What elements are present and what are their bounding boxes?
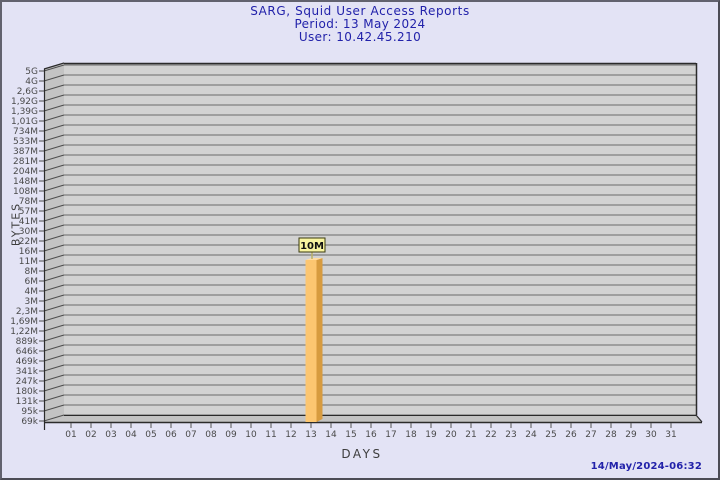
x-tick-label: 21 [465, 430, 476, 440]
x-tick-label: 05 [145, 430, 156, 440]
x-tick-label: 23 [505, 430, 516, 440]
x-tick-label: 11 [265, 430, 276, 440]
x-tick-label: 16 [365, 430, 377, 440]
report-user: User: 10.42.45.210 [298, 30, 422, 44]
report-title: SARG, Squid User Access Reports [250, 4, 470, 18]
x-tick-label: 17 [385, 430, 396, 440]
x-tick-label: 29 [625, 430, 637, 440]
x-tick-label: 04 [125, 430, 137, 440]
y-tick-label: 41M [19, 217, 38, 227]
x-tick-label: 27 [585, 430, 596, 440]
x-tick-label: 22 [485, 430, 496, 440]
y-tick-label: 2,3M [16, 307, 38, 317]
y-tick-label: 148M [13, 177, 38, 187]
x-tick-label: 19 [425, 430, 437, 440]
plot-left-wall [44, 63, 64, 422]
y-tick-label: 204M [13, 167, 38, 177]
y-tick-label: 1,22M [10, 327, 38, 337]
x-tick-label: 09 [225, 430, 237, 440]
y-tick-label: 30M [19, 227, 38, 237]
y-tick-label: 108M [13, 187, 38, 197]
y-tick-label: 4M [25, 287, 39, 297]
bar-top-face [305, 257, 323, 260]
x-tick-label: 12 [285, 430, 296, 440]
y-tick-label: 3M [25, 297, 39, 307]
x-tick-label: 28 [605, 430, 617, 440]
y-tick-label: 889k [16, 337, 39, 347]
generated-timestamp: 14/May/2024-06:32 [590, 461, 702, 472]
x-tick-label: 31 [665, 430, 676, 440]
x-tick-label: 20 [445, 430, 457, 440]
x-tick-label: 10 [245, 430, 257, 440]
y-tick-label: 8M [25, 267, 39, 277]
bar-value-label: 10M [300, 241, 324, 252]
y-tick-label: 469k [16, 357, 39, 367]
y-tick-label: 69k [21, 417, 38, 427]
y-tick-label: 131k [16, 397, 39, 407]
y-tick-label: 95k [21, 407, 38, 417]
x-tick-label: 13 [305, 430, 316, 440]
x-tick-label: 01 [65, 430, 76, 440]
plot-bottomright-diagonal [695, 414, 703, 423]
bar [305, 259, 317, 422]
x-tick-label: 08 [205, 430, 217, 440]
x-tick-label: 25 [545, 430, 556, 440]
y-axis-title: BYTES [9, 201, 23, 247]
y-tick-label: 5G [25, 67, 38, 77]
y-tick-label: 1,01G [11, 117, 38, 127]
y-tick-label: 57M [19, 207, 38, 217]
x-tick-label: 06 [165, 430, 177, 440]
y-tick-label: 734M [13, 127, 38, 137]
x-tick-label: 03 [105, 430, 116, 440]
y-tick-label: 387M [13, 147, 38, 157]
x-tick-label: 18 [405, 430, 417, 440]
x-tick-label: 30 [645, 430, 657, 440]
report-period: Period: 13 May 2024 [294, 17, 426, 31]
y-tick-label: 533M [13, 137, 38, 147]
y-tick-label: 180k [16, 387, 39, 397]
bar-side-face [316, 257, 323, 422]
y-tick-label: 341k [16, 367, 39, 377]
x-tick-label: 07 [185, 430, 196, 440]
y-tick-label: 16M [19, 247, 38, 257]
plot-topleft-diagonal [43, 62, 65, 70]
y-tick-label: 1,69M [10, 317, 38, 327]
y-tick-label: 22M [19, 237, 38, 247]
x-tick-label: 15 [345, 430, 356, 440]
y-tick-label: 646k [16, 347, 39, 357]
bar-value-box [298, 237, 326, 253]
y-tick-label: 1,39G [11, 107, 38, 117]
y-tick-label: 6M [25, 277, 39, 287]
plot-floor [44, 415, 702, 422]
y-tick-label: 1,92G [11, 97, 38, 107]
x-tick-label: 24 [525, 430, 537, 440]
y-tick-label: 78M [19, 197, 38, 207]
plot-back-wall [64, 63, 696, 415]
y-tick-label: 11M [19, 257, 38, 267]
y-tick-label: 247k [16, 377, 39, 387]
y-tick-label: 2,6G [17, 87, 38, 97]
x-axis-title: DAYS [341, 447, 383, 461]
x-tick-label: 14 [325, 430, 337, 440]
x-tick-label: 02 [85, 430, 96, 440]
y-tick-label: 281M [13, 157, 38, 167]
y-tick-label: 4G [25, 77, 38, 87]
x-tick-label: 26 [565, 430, 577, 440]
report-title-block: SARG, Squid User Access Reports Period: … [2, 5, 718, 44]
